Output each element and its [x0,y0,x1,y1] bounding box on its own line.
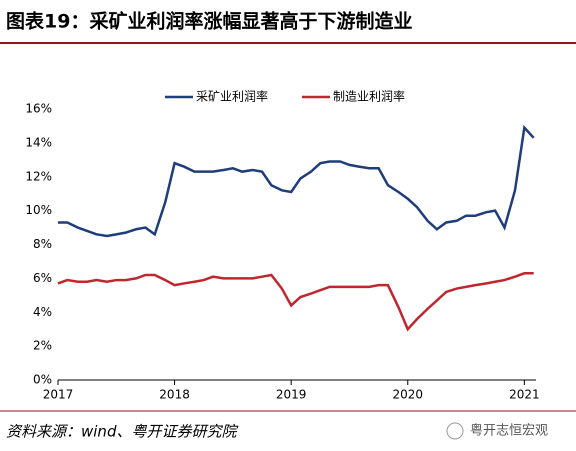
y-tick-label: 16% [25,102,52,116]
y-tick-label: 0% [33,373,52,387]
x-tick-label: 2020 [392,388,423,402]
y-tick-label: 4% [33,305,52,319]
series-line [57,272,534,332]
chart-title: 图表19：采矿业利润率涨幅显著高于下游制造业 [6,10,412,33]
legend-label: 制造业利润率 [333,89,405,104]
y-tick-label: 2% [33,339,52,353]
x-tick-label: 2019 [276,388,307,402]
y-tick-label: 12% [25,169,52,183]
x-tick-label: 2017 [43,388,74,402]
watermark: 粤开志恒宏观 [470,423,548,439]
series-line [58,124,535,238]
legend-label: 采矿业利润率 [196,89,268,104]
y-tick-label: 10% [25,203,52,217]
watermark-icon [446,422,464,440]
source: 资料来源：wind、粤开证券研究院 [6,423,238,441]
x-tick-label: 2018 [159,388,190,402]
x-tick-label: 2021 [509,388,540,402]
y-tick-label: 6% [33,271,52,285]
y-tick-label: 14% [25,135,52,149]
y-tick-label: 8% [33,237,52,251]
